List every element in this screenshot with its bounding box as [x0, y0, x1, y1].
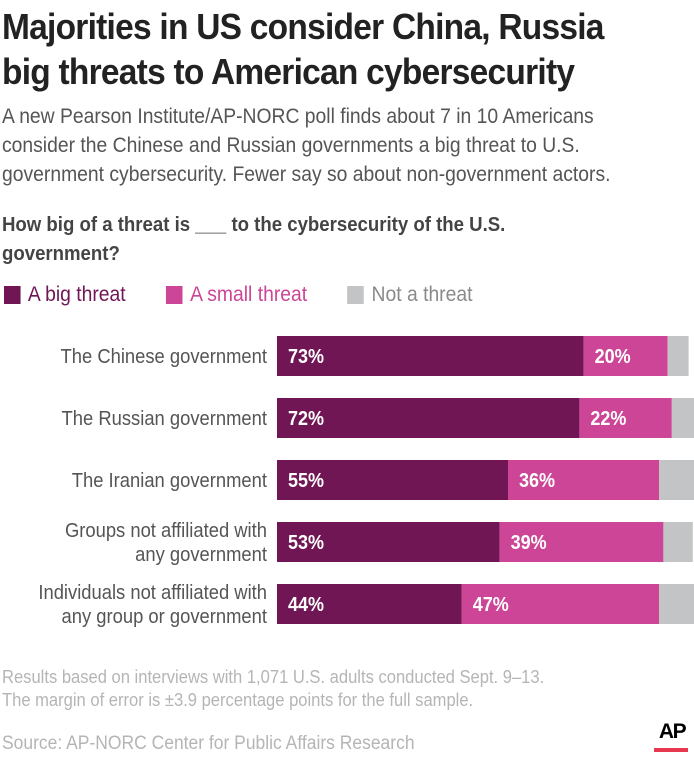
category-label-line: Individuals not affiliated with	[38, 582, 267, 604]
bar-segment-a-big-threat	[277, 336, 584, 376]
bar-segment-not-a-threat	[659, 584, 694, 624]
category-label-line: Groups not affiliated with	[65, 520, 267, 542]
bar-segment-a-small-threat	[461, 584, 660, 624]
data-label-a-small-threat: 20%	[595, 346, 631, 368]
title-line: big threats to American cybersecurity	[2, 51, 575, 92]
bar-segment-not-a-threat	[667, 336, 689, 376]
bar-segment-a-small-threat	[499, 522, 664, 562]
chart-subtitle: A new Pearson Institute/AP-NORC poll fin…	[2, 102, 611, 189]
bar-segment-not-a-threat	[671, 398, 694, 438]
legend-label: Not a threat	[371, 283, 473, 306]
category-label-line: The Iranian government	[72, 470, 268, 492]
legend-item-small-threat: A small threat	[166, 283, 307, 307]
title-line: Majorities in US consider China, Russia	[2, 6, 604, 47]
data-label-a-big-threat: 55%	[288, 470, 324, 492]
bar-segment-a-big-threat	[277, 398, 580, 438]
chart-title: Majorities in US consider China, Russia …	[2, 4, 644, 94]
category-label: The Russian government	[62, 408, 268, 430]
data-label-a-big-threat: 44%	[288, 594, 324, 616]
data-label-a-big-threat: 72%	[288, 408, 324, 430]
subtitle-line: government cybersecurity. Fewer say so a…	[2, 163, 611, 186]
category-label-line: any government	[135, 544, 267, 566]
ap-logo: AP	[654, 720, 690, 752]
data-label-a-small-threat: 39%	[511, 532, 547, 554]
data-label-a-big-threat: 53%	[288, 532, 324, 554]
bar-segment-a-big-threat	[277, 522, 500, 562]
footnote-line: The margin of error is ±3.9 percentage p…	[2, 690, 474, 710]
ap-logo-underline	[654, 748, 688, 752]
legend-swatch-big-threat	[4, 286, 21, 304]
bar-row: Individuals not affiliated with any group…	[38, 582, 694, 628]
question-line: government?	[2, 243, 120, 265]
legend-item-big-threat: A big threat	[4, 283, 126, 307]
category-label-line: any group or government	[62, 606, 268, 628]
question-line: How big of a threat is ___ to the cybers…	[2, 214, 506, 236]
footnote-line: Results based on interviews with 1,071 U…	[2, 667, 545, 687]
legend-swatch-not-a-threat	[347, 286, 365, 304]
legend-swatch-small-threat	[166, 286, 183, 304]
legend-label: A big threat	[27, 283, 126, 306]
footnote: Results based on interviews with 1,071 U…	[2, 666, 544, 712]
data-label-a-small-threat: 47%	[473, 594, 509, 616]
source-credit: Source: AP-NORC Center for Public Affair…	[2, 733, 415, 754]
data-label-a-small-threat: 22%	[590, 408, 626, 430]
data-label-a-big-threat: 73%	[288, 346, 324, 368]
bar-segment-a-big-threat	[277, 584, 462, 624]
bar-segment-not-a-threat	[659, 460, 694, 500]
bar-segment-not-a-threat	[663, 522, 693, 562]
subtitle-line: A new Pearson Institute/AP-NORC poll fin…	[2, 105, 594, 128]
category-label: Individuals not affiliated with any group…	[38, 582, 267, 628]
bar-segment-a-big-threat	[277, 460, 508, 500]
bar-row: The Chinese government 73% 20%	[61, 336, 689, 376]
category-label: The Chinese government	[61, 346, 268, 368]
ap-logo-text: AP	[658, 720, 687, 743]
legend-label: A small threat	[190, 283, 308, 306]
bar-row: The Iranian government 55% 36%	[72, 460, 694, 500]
chart-legend: A big threat A small threat Not a threat	[4, 282, 513, 308]
subtitle-line: consider the Chinese and Russian governm…	[2, 134, 580, 157]
bar-segment-a-small-threat	[579, 398, 672, 438]
stacked-bar-chart: The Chinese government 73% 20% The Russian …	[38, 336, 694, 628]
bar-segment-a-small-threat	[583, 336, 668, 376]
bar-segment-a-small-threat	[508, 460, 660, 500]
category-label: The Iranian government	[72, 470, 268, 492]
bar-row: Groups not affiliated with any government…	[65, 520, 693, 566]
data-label-a-small-threat: 36%	[519, 470, 555, 492]
legend-item-not-a-threat: Not a threat	[347, 283, 473, 307]
category-label-line: The Chinese government	[61, 346, 268, 368]
category-label-line: The Russian government	[62, 408, 268, 430]
category-label: Groups not affiliated with any government	[65, 520, 268, 566]
survey-question: How big of a threat is ___ to the cybers…	[2, 211, 505, 269]
bar-row: The Russian government 72% 22%	[62, 398, 694, 438]
